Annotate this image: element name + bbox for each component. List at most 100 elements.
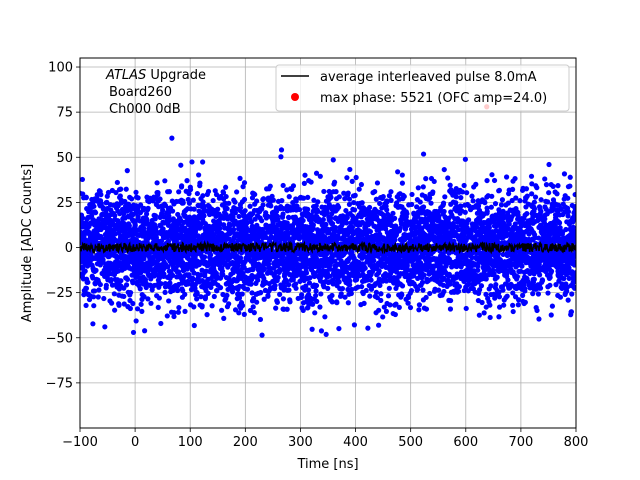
scatter-point — [130, 300, 136, 307]
scatter-point — [208, 252, 214, 258]
scatter-point — [372, 188, 378, 195]
scatter-point — [453, 194, 459, 200]
scatter-point — [366, 204, 373, 211]
scatter-point — [428, 200, 434, 206]
scatter-point — [191, 206, 197, 212]
scatter-point — [108, 277, 114, 283]
scatter-point — [420, 204, 427, 210]
scatter-point — [423, 176, 429, 182]
scatter-point — [505, 277, 511, 283]
scatter-point — [299, 292, 305, 298]
scatter-point — [399, 283, 406, 289]
scatter-point — [251, 310, 257, 316]
scatter-point — [91, 288, 98, 294]
scatter-point — [126, 223, 132, 229]
scatter-point — [232, 199, 238, 205]
scatter-point — [186, 191, 192, 197]
scatter-point — [417, 199, 423, 205]
scatter-point — [171, 310, 177, 316]
scatter-point — [473, 181, 479, 187]
scatter-point — [134, 306, 141, 312]
scatter-point — [223, 193, 229, 200]
scatter-point — [91, 203, 97, 209]
scatter-point — [517, 198, 523, 204]
scatter-point — [277, 291, 283, 297]
scatter-point — [239, 291, 245, 297]
scatter-point — [234, 189, 240, 195]
scatter-point — [184, 178, 190, 184]
scatter-point — [310, 222, 316, 228]
scatter-point — [117, 211, 123, 217]
scatter-point — [385, 293, 392, 299]
scatter-point — [392, 311, 398, 318]
scatter-point — [494, 274, 500, 280]
scatter-point — [278, 154, 284, 160]
scatter-point — [353, 174, 359, 181]
scatter-point — [441, 166, 447, 173]
scatter-point — [259, 332, 265, 338]
scatter-point — [80, 176, 86, 183]
scatter-point — [194, 291, 200, 297]
scatter-point — [390, 210, 396, 216]
scatter-point — [170, 208, 176, 214]
scatter-point — [347, 166, 353, 173]
scatter-point — [387, 302, 393, 308]
scatter-point — [515, 302, 521, 308]
scatter-point — [333, 189, 339, 195]
scatter-point — [351, 322, 358, 328]
scatter-point — [122, 198, 128, 205]
scatter-point — [236, 310, 242, 316]
scatter-point — [217, 285, 224, 291]
scatter-point — [127, 305, 133, 312]
scatter-point — [190, 197, 196, 203]
scatter-point — [388, 197, 394, 203]
scatter-point — [399, 180, 405, 186]
scatter-point — [378, 297, 384, 304]
scatter-point — [478, 283, 485, 289]
scatter-point — [349, 178, 355, 184]
scatter-point — [121, 293, 127, 300]
scatter-point — [162, 289, 168, 295]
scatter-point — [167, 284, 173, 290]
scatter-point — [201, 254, 208, 260]
scatter-point — [105, 189, 112, 196]
scatter-point — [380, 194, 386, 200]
scatter-point — [346, 196, 353, 202]
scatter-point — [445, 175, 451, 181]
scatter-point — [441, 208, 447, 215]
scatter-point — [419, 279, 426, 286]
scatter-point — [392, 215, 398, 221]
scatter-point — [252, 191, 258, 198]
scatter-point — [352, 207, 358, 213]
scatter-point — [241, 311, 247, 317]
scatter-point — [130, 329, 137, 336]
scatter-point — [194, 190, 200, 197]
scatter-point — [248, 281, 254, 287]
scatter-point — [270, 197, 276, 203]
scatter-point — [139, 308, 145, 314]
scatter-point — [178, 162, 184, 168]
scatter-point — [130, 280, 136, 286]
scatter-point — [109, 300, 115, 306]
scatter-point — [493, 281, 499, 288]
scatter-point — [127, 290, 134, 296]
scatter-point — [315, 199, 321, 205]
scatter-point — [184, 266, 190, 272]
scatter-point — [367, 228, 374, 235]
scatter-point — [93, 267, 99, 273]
scatter-point — [323, 331, 329, 338]
scatter-point — [420, 184, 426, 190]
scatter-point — [376, 322, 382, 328]
scatter-point — [484, 208, 490, 215]
scatter-point — [510, 308, 516, 315]
scatter-point — [376, 268, 382, 274]
scatter-point — [114, 179, 120, 186]
scatter-point — [143, 211, 150, 217]
scatter-point — [278, 147, 285, 153]
scatter-point — [280, 182, 286, 189]
scatter-point — [396, 304, 402, 311]
scatter-point — [514, 274, 521, 280]
scatter-point — [215, 206, 221, 212]
scatter-point — [176, 189, 182, 195]
scatter-point — [500, 287, 506, 293]
